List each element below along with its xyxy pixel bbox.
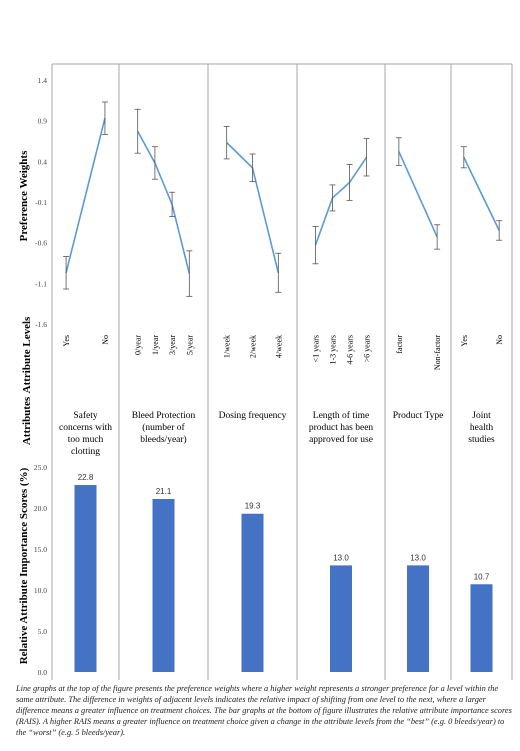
rais-bar	[407, 565, 429, 672]
attribute-dividers	[118, 64, 452, 680]
level-label: Non-factor	[433, 335, 442, 370]
attribute-name-line: Safety	[73, 410, 98, 421]
level-label: No	[495, 335, 504, 345]
rais-bar-label: 22.8	[78, 473, 94, 482]
rais-bar-label: 13.0	[333, 553, 349, 562]
attribute-name-line: concerns with	[59, 423, 112, 433]
attribute-name-line: approved for use	[309, 434, 373, 445]
attribute-name: Bleed Protection (number of bleeds/year)	[132, 411, 196, 445]
level-label: No	[101, 335, 110, 345]
rais-y-ticks: 25.0 20.0 15.0 10.0 5.0 0.0	[34, 463, 47, 677]
preference-line	[314, 156, 368, 246]
attribute-name-line: studies	[468, 435, 495, 445]
rais-bar	[74, 485, 97, 672]
attribute-name-line: Length of time	[313, 410, 369, 421]
level-label: 4-6 years	[346, 335, 355, 365]
attribute-name-line: Joint	[472, 411, 491, 421]
level-label: 1/week	[223, 335, 232, 358]
y-tick-label: 0.4	[38, 157, 48, 166]
rais-bar-label: 10.7	[474, 572, 490, 581]
y-tick-label: -1.6	[35, 320, 47, 329]
rais-bar	[152, 498, 175, 672]
attribute-levels-row-label: Attribute Levels	[21, 316, 33, 393]
y-tick-label: 0.9	[38, 117, 48, 126]
y-tick-label: 20.0	[34, 504, 47, 513]
rais-bar-label: 21.1	[156, 487, 172, 496]
attribute-level-labels: Yes No 0/year 1/year 3/year 5/year 1/week 2/wee…	[62, 335, 504, 370]
y-tick-label: 0.0	[38, 668, 48, 677]
y-tick-label: -0.1	[35, 198, 47, 207]
attribute-name-line: health	[470, 423, 493, 433]
figure-frame	[51, 63, 513, 680]
level-label: Yes	[460, 335, 469, 347]
attribute-name-line: Product Type	[393, 411, 444, 421]
preference-lines	[63, 101, 503, 297]
y-tick-label: 25.0	[34, 463, 47, 472]
attribute-name: Dosing frequency	[219, 410, 287, 421]
preference-line	[398, 151, 438, 238]
attribute-name-line: Bleed Protection	[132, 411, 196, 421]
preference-weights-ylabel: Preference Weights	[18, 150, 30, 241]
rais-ylabel: Relative Attribute Importance Scores (%)	[18, 467, 30, 664]
y-tick-label: 1.4	[38, 76, 48, 85]
level-label: 2/week	[249, 335, 258, 358]
preference-line	[463, 156, 500, 231]
preference-line	[136, 130, 191, 274]
y-tick-label: 10.0	[34, 586, 47, 595]
level-label: factor	[395, 335, 404, 354]
y-tick-label: -0.6	[35, 239, 47, 248]
attribute-name-line: (number of	[142, 422, 185, 433]
level-label: <1 years	[311, 335, 320, 362]
rais-bar	[470, 584, 493, 672]
preference-line	[65, 118, 106, 273]
attributes-row-label: Attributes	[21, 396, 33, 445]
attribute-name: Product Type	[393, 411, 444, 421]
level-label: Yes	[62, 335, 71, 347]
y-tick-label: 15.0	[34, 545, 47, 554]
level-label: 1-3 years	[328, 335, 337, 365]
rais-bars: 22.8 21.1 19.3 13.0 13.0 10.7	[74, 473, 493, 672]
level-label: >6 years	[363, 335, 372, 362]
rais-bar	[330, 565, 352, 672]
level-label: 3/year	[168, 335, 177, 355]
preference-y-ticks: 1.4 0.9 0.4 -0.1 -0.6 -1.1 -1.6	[35, 76, 47, 329]
level-label: 5/year	[185, 335, 194, 355]
attribute-name: Joint health studies	[468, 411, 495, 445]
attribute-name-line: too much	[68, 435, 104, 445]
rais-bar	[241, 513, 264, 672]
attribute-name-line: product has been	[309, 423, 374, 433]
attribute-name-line: Dosing frequency	[219, 410, 287, 421]
level-label: 0/year	[134, 335, 143, 355]
figure-canvas: Preference Weights Attribute Levels Attr…	[18, 63, 513, 680]
level-label: 4/week	[274, 335, 283, 358]
attribute-names: Safety concerns with too much clotting Bleed…	[59, 410, 495, 457]
y-tick-label: -1.1	[35, 279, 47, 288]
attribute-name: Safety concerns with too much clotting	[59, 410, 112, 457]
rais-bar-label: 19.3	[245, 502, 261, 511]
attribute-name-line: clotting	[71, 447, 100, 457]
level-label: 1/year	[151, 335, 160, 355]
y-tick-label: 5.0	[38, 627, 48, 636]
rais-bar-label: 13.0	[410, 553, 426, 562]
figure-caption: Line graphs at the top of the figure pre…	[16, 684, 512, 737]
attribute-name-line: bleeds/year)	[140, 434, 186, 445]
attribute-name: Length of time product has been approved f…	[309, 410, 374, 445]
